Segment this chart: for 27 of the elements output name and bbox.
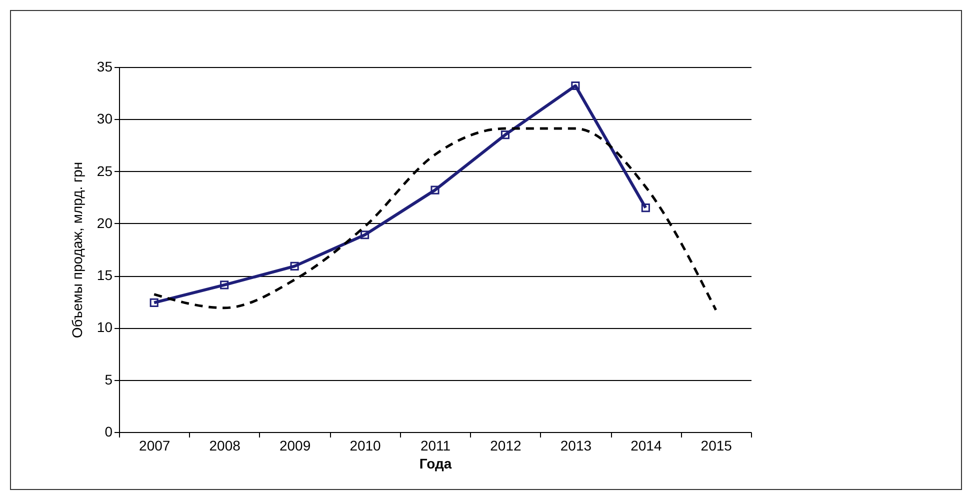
y-tick-label: 30 bbox=[96, 110, 113, 127]
x-tick-label: 2013 bbox=[560, 438, 592, 454]
point bbox=[641, 204, 650, 212]
y-axis-title: Объемы продаж, млрд. грн bbox=[68, 162, 85, 338]
x-tick-label: 2008 bbox=[209, 438, 241, 454]
y-tick-label: 0 bbox=[104, 424, 113, 440]
point bbox=[500, 130, 510, 140]
x-tick-label: 2007 bbox=[139, 438, 170, 454]
point bbox=[290, 262, 299, 270]
x-tick-label: 2014 bbox=[630, 438, 662, 454]
y-tick-label: 15 bbox=[96, 267, 113, 284]
y-tick-label: 35 bbox=[96, 58, 113, 74]
y-tick-label: 10 bbox=[96, 319, 113, 336]
point bbox=[571, 81, 580, 90]
x-axis-title: Года bbox=[419, 456, 452, 472]
x-tick-label: 2011 bbox=[420, 438, 451, 454]
point bbox=[360, 230, 370, 240]
x-tick-label: 2010 bbox=[350, 438, 382, 454]
y-tick-label: 5 bbox=[104, 371, 113, 388]
y-tick-label: 25 bbox=[96, 162, 113, 179]
point bbox=[430, 186, 440, 194]
point bbox=[220, 280, 229, 290]
y-tick-label: 20 bbox=[96, 214, 113, 231]
x-tick-label: 2015 bbox=[700, 438, 732, 454]
x-tick-label: 2012 bbox=[490, 438, 522, 454]
x-tick-label: 2009 bbox=[279, 438, 311, 454]
point bbox=[150, 298, 158, 307]
